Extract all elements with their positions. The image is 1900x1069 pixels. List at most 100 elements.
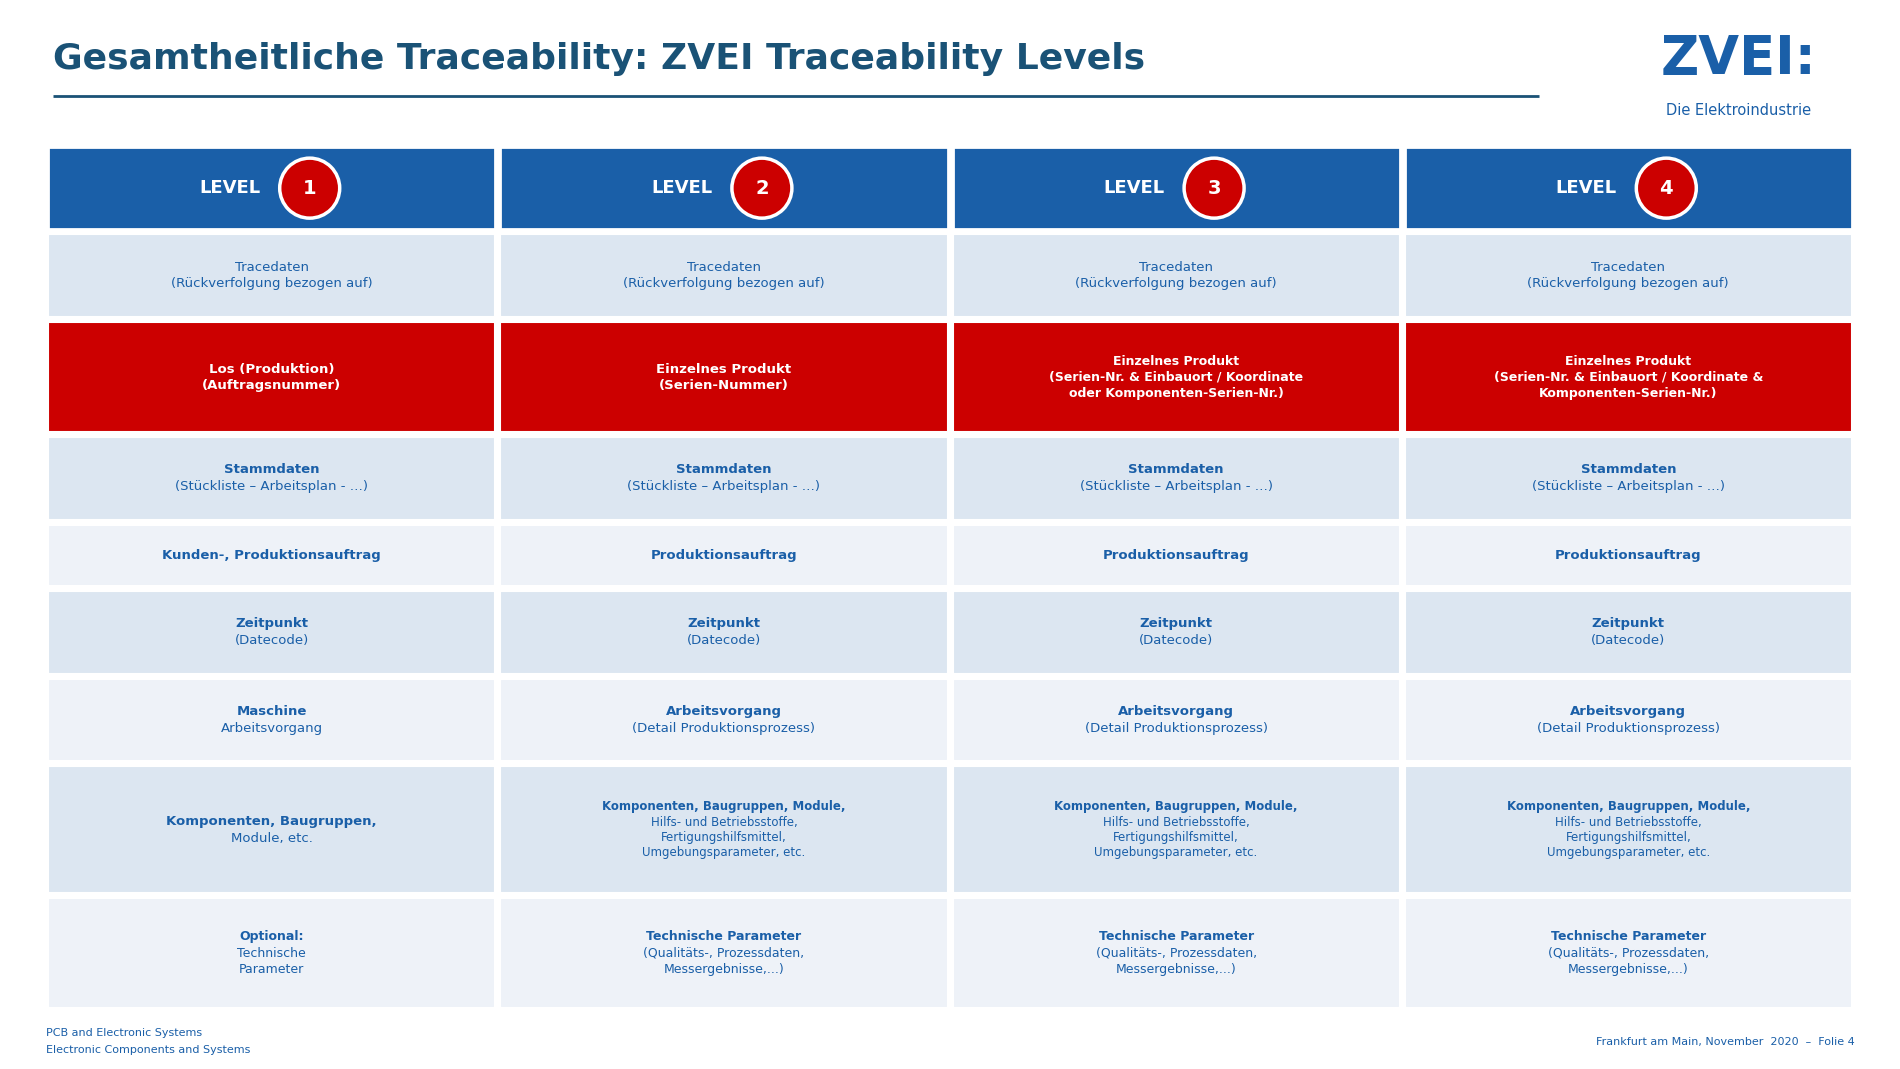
Text: Fertigungshilfsmittel,: Fertigungshilfsmittel,	[1566, 831, 1691, 845]
Text: Gesamtheitliche Traceability: ZVEI Traceability Levels: Gesamtheitliche Traceability: ZVEI Trace…	[53, 42, 1146, 76]
Bar	[500, 525, 948, 586]
Text: Stammdaten: Stammdaten	[224, 463, 319, 476]
Text: Messergebnisse,...): Messergebnisse,...)	[1568, 963, 1689, 976]
Text: Zeitpunkt: Zeitpunkt	[1592, 617, 1664, 630]
Text: Kunden-, Produktionsauftrag: Kunden-, Produktionsauftrag	[162, 548, 382, 561]
Text: Arbeitsvorgang: Arbeitsvorgang	[665, 704, 783, 718]
Text: Umgebungsparameter, etc.: Umgebungsparameter, etc.	[642, 847, 806, 859]
Bar	[48, 146, 496, 230]
Text: Tracedaten
(Rückverfolgung bezogen auf): Tracedaten (Rückverfolgung bezogen auf)	[171, 262, 372, 291]
Text: (Datecode): (Datecode)	[234, 634, 310, 647]
Text: Arbeitsvorgang: Arbeitsvorgang	[1117, 704, 1235, 718]
Text: Tracedaten
(Rückverfolgung bezogen auf): Tracedaten (Rückverfolgung bezogen auf)	[623, 262, 825, 291]
Text: (Datecode): (Datecode)	[1138, 634, 1214, 647]
Text: (Detail Produktionsprozess): (Detail Produktionsprozess)	[1085, 722, 1267, 735]
Text: Tracedaten
(Rückverfolgung bezogen auf): Tracedaten (Rückverfolgung bezogen auf)	[1528, 262, 1729, 291]
Text: (Qualitäts-, Prozessdaten,: (Qualitäts-, Prozessdaten,	[1548, 946, 1708, 960]
Bar	[48, 766, 496, 894]
Bar	[500, 234, 948, 317]
Bar	[500, 146, 948, 230]
Text: 1: 1	[302, 179, 317, 198]
Bar	[952, 590, 1400, 673]
Text: (Detail Produktionsprozess): (Detail Produktionsprozess)	[633, 722, 815, 735]
Text: Module, etc.: Module, etc.	[230, 832, 314, 845]
Text: Los (Produktion)
(Auftragsnummer): Los (Produktion) (Auftragsnummer)	[201, 362, 342, 391]
Bar	[500, 590, 948, 673]
Text: Hilfs- und Betriebsstoffe,: Hilfs- und Betriebsstoffe,	[650, 816, 798, 828]
Text: Zeitpunkt: Zeitpunkt	[1140, 617, 1212, 630]
Bar	[952, 234, 1400, 317]
Bar	[952, 146, 1400, 230]
Text: Fertigungshilfsmittel,: Fertigungshilfsmittel,	[1113, 831, 1239, 845]
Circle shape	[279, 158, 340, 218]
Text: Hilfs- und Betriebsstoffe,: Hilfs- und Betriebsstoffe,	[1554, 816, 1702, 828]
Text: LEVEL: LEVEL	[200, 180, 260, 197]
Text: LEVEL: LEVEL	[1104, 180, 1165, 197]
Text: Fertigungshilfsmittel,: Fertigungshilfsmittel,	[661, 831, 787, 845]
Text: (Stückliste – Arbeitsplan - …): (Stückliste – Arbeitsplan - …)	[175, 480, 369, 493]
Text: Produktionsauftrag: Produktionsauftrag	[1554, 548, 1702, 561]
Text: Einzelnes Produkt
(Serien-Nummer): Einzelnes Produkt (Serien-Nummer)	[656, 362, 792, 391]
Text: (Datecode): (Datecode)	[1590, 634, 1666, 647]
Text: Einzelnes Produkt
(Serien-Nr. & Einbauort / Koordinate &
Komponenten-Serien-Nr.): Einzelnes Produkt (Serien-Nr. & Einbauor…	[1493, 355, 1763, 400]
Text: Umgebungsparameter, etc.: Umgebungsparameter, etc.	[1547, 847, 1710, 859]
Text: Arbeitsvorgang: Arbeitsvorgang	[1569, 704, 1687, 718]
Text: Messergebnisse,...): Messergebnisse,...)	[663, 963, 785, 976]
Text: Produktionsauftrag: Produktionsauftrag	[1102, 548, 1250, 561]
Bar	[1404, 323, 1852, 432]
Bar	[952, 525, 1400, 586]
Text: Produktionsauftrag: Produktionsauftrag	[650, 548, 798, 561]
Text: Technische Parameter: Technische Parameter	[646, 930, 802, 943]
Text: (Datecode): (Datecode)	[686, 634, 762, 647]
Bar	[1404, 766, 1852, 894]
Text: PCB and Electronic Systems: PCB and Electronic Systems	[46, 1028, 201, 1038]
Circle shape	[1184, 158, 1244, 218]
Bar	[1404, 234, 1852, 317]
Text: Electronic Components and Systems: Electronic Components and Systems	[46, 1045, 251, 1055]
Text: Technische: Technische	[238, 946, 306, 960]
Text: Stammdaten: Stammdaten	[1581, 463, 1676, 476]
Text: (Qualitäts-, Prozessdaten,: (Qualitäts-, Prozessdaten,	[644, 946, 804, 960]
Text: (Stückliste – Arbeitsplan - …): (Stückliste – Arbeitsplan - …)	[1531, 480, 1725, 493]
Bar	[952, 766, 1400, 894]
Bar	[500, 323, 948, 432]
Text: LEVEL: LEVEL	[1556, 180, 1617, 197]
Bar	[1404, 679, 1852, 761]
Text: Hilfs- und Betriebsstoffe,: Hilfs- und Betriebsstoffe,	[1102, 816, 1250, 828]
Text: LEVEL: LEVEL	[652, 180, 712, 197]
Text: Technische Parameter: Technische Parameter	[1098, 930, 1254, 943]
Text: Stammdaten: Stammdaten	[676, 463, 771, 476]
Text: Komponenten, Baugruppen, Module,: Komponenten, Baugruppen, Module,	[1054, 801, 1298, 814]
Text: 4: 4	[1659, 179, 1674, 198]
Bar	[500, 437, 948, 520]
Bar	[1404, 898, 1852, 1008]
Bar	[1404, 146, 1852, 230]
Text: (Stückliste – Arbeitsplan - …): (Stückliste – Arbeitsplan - …)	[1079, 480, 1273, 493]
Bar	[952, 437, 1400, 520]
Text: Maschine: Maschine	[236, 704, 308, 718]
Text: ZVEI:: ZVEI:	[1661, 33, 1816, 84]
Text: Die Elektroindustrie: Die Elektroindustrie	[1666, 104, 1811, 119]
Text: Komponenten, Baugruppen, Module,: Komponenten, Baugruppen, Module,	[1507, 801, 1750, 814]
Text: 2: 2	[754, 179, 770, 198]
Bar	[48, 234, 496, 317]
Text: Einzelnes Produkt
(Serien-Nr. & Einbauort / Koordinate
oder Komponenten-Serien-N: Einzelnes Produkt (Serien-Nr. & Einbauor…	[1049, 355, 1303, 400]
Text: Arbeitsvorgang: Arbeitsvorgang	[220, 722, 323, 735]
Text: (Stückliste – Arbeitsplan - …): (Stückliste – Arbeitsplan - …)	[627, 480, 821, 493]
Text: Zeitpunkt: Zeitpunkt	[688, 617, 760, 630]
Text: Komponenten, Baugruppen,: Komponenten, Baugruppen,	[167, 815, 376, 827]
Text: 3: 3	[1206, 179, 1222, 198]
Bar	[952, 323, 1400, 432]
Text: Tracedaten
(Rückverfolgung bezogen auf): Tracedaten (Rückverfolgung bezogen auf)	[1075, 262, 1277, 291]
Text: Frankfurt am Main, November  2020  –  Folie 4: Frankfurt am Main, November 2020 – Folie…	[1596, 1037, 1854, 1047]
Bar	[1404, 590, 1852, 673]
Bar	[952, 898, 1400, 1008]
Bar	[500, 766, 948, 894]
Bar	[500, 898, 948, 1008]
Text: Technische Parameter: Technische Parameter	[1550, 930, 1706, 943]
Text: Parameter: Parameter	[239, 963, 304, 976]
Text: Zeitpunkt: Zeitpunkt	[236, 617, 308, 630]
Bar	[500, 679, 948, 761]
Text: Umgebungsparameter, etc.: Umgebungsparameter, etc.	[1094, 847, 1258, 859]
Bar	[48, 679, 496, 761]
